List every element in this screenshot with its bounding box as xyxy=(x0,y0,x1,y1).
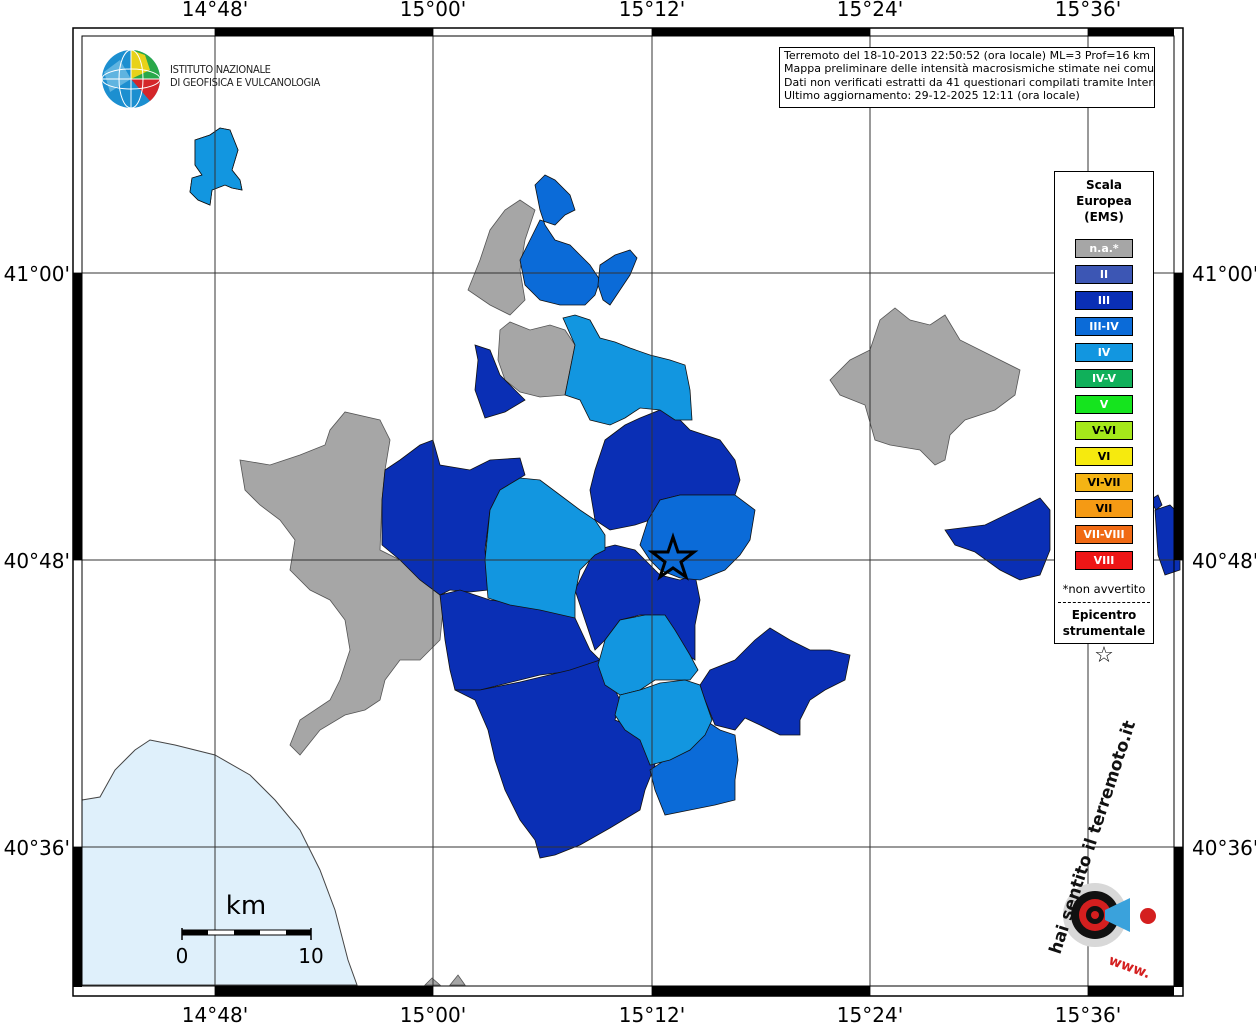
event-info-line4: Ultimo aggiornamento: 29-12-2025 12:11 (… xyxy=(784,89,1080,103)
lon-label-bottom-4: 15°24' xyxy=(837,1003,903,1024)
event-info-line3: Dati non verificati estratti da 41 quest… xyxy=(784,75,1155,89)
legend-separator xyxy=(1058,602,1150,603)
legend-note: *non avvertito xyxy=(1062,582,1146,596)
legend-item: III-IV xyxy=(1075,317,1133,336)
lon-label-top-2: 15°00' xyxy=(400,0,466,21)
epicenter-star-icon xyxy=(647,532,699,581)
legend-title: Scala Europea (EMS) xyxy=(1055,177,1153,225)
event-info-line1: Terremoto del 18-10-2013 22:50:52 (ora l… xyxy=(784,49,1151,62)
lat-label-left-3: 40°36' xyxy=(4,836,70,860)
legend-star-icon: ☆ xyxy=(1094,643,1114,668)
legend-item: IV-V xyxy=(1075,369,1133,388)
legend-items: n.a.* II III III-IV IV IV-V V V-VI VI VI-VII VII VI… xyxy=(1055,239,1153,570)
legend-item: II xyxy=(1075,265,1133,284)
legend-epicenter-label: Epicentro strumentale xyxy=(1055,607,1153,639)
intensity-legend: Scala Europea (EMS) n.a.* II III III-IV IV IV… xyxy=(1054,171,1154,668)
lat-label-left-1: 41°00' xyxy=(4,262,70,286)
lon-label-bottom-2: 15°00' xyxy=(400,1003,466,1024)
legend-title-line2: Europea xyxy=(1076,194,1132,208)
legend-item: VIII xyxy=(1075,551,1133,570)
watermark-www: www. xyxy=(1106,952,1152,982)
lat-label-right-3: 40°36' xyxy=(1192,836,1256,860)
lon-label-top-3: 15°12' xyxy=(619,0,685,21)
ingv-logo-line1: ISTITUTO NAZIONALE xyxy=(170,63,271,76)
legend-item: V-VI xyxy=(1075,421,1133,440)
event-info-box: Terremoto del 18-10-2013 22:50:52 (ora l… xyxy=(779,47,1155,108)
legend-title-line1: Scala xyxy=(1085,178,1123,192)
legend-item: n.a.* xyxy=(1075,239,1133,258)
map-frame xyxy=(72,27,1184,997)
lon-label-top-4: 15°24' xyxy=(837,0,903,21)
municipalities-na xyxy=(239,199,1021,986)
municipalities-iv xyxy=(189,127,713,766)
scale-bar-unit: km xyxy=(226,891,266,921)
lon-label-top-1: 14°48' xyxy=(182,0,248,21)
legend-item: VII-VIII xyxy=(1075,525,1133,544)
scale-bar: km 0 10 xyxy=(176,891,324,968)
lon-label-bottom-3: 15°12' xyxy=(619,1003,685,1024)
ingv-logo-line2: DI GEOFISICA E VULCANOLOGIA xyxy=(170,76,320,89)
legend-item: IV xyxy=(1075,343,1133,362)
legend-epicenter-line1: Epicentro xyxy=(1071,608,1137,622)
longitude-labels-bottom: 14°48' 15°00' 15°12' 15°24' 15°36' xyxy=(182,1003,1121,1024)
lat-label-right-2: 40°48' xyxy=(1192,549,1256,573)
municipalities-iii xyxy=(381,344,1181,859)
haisentito-logo-icon: hai sentito il terremoto.it www. xyxy=(1046,718,1156,982)
lat-label-left-2: 40°48' xyxy=(4,549,70,573)
legend-epicenter-line2: strumentale xyxy=(1062,624,1146,638)
latitude-labels-right: 41°00' 40°48' 40°36' xyxy=(1192,262,1256,860)
ingv-logo-text: ISTITUTO NAZIONALE DI GEOFISICA E VULCAN… xyxy=(170,63,320,89)
sea-area xyxy=(81,739,358,986)
lat-label-right-1: 41°00' xyxy=(1192,262,1256,286)
longitude-labels-top: 14°48' 15°00' 15°12' 15°24' 15°36' xyxy=(182,0,1121,21)
legend-title-line3: (EMS) xyxy=(1084,210,1124,224)
legend-item: VI xyxy=(1075,447,1133,466)
lon-label-bottom-1: 14°48' xyxy=(182,1003,248,1024)
legend-item: V xyxy=(1075,395,1133,414)
legend-item: VI-VII xyxy=(1075,473,1133,492)
event-info-line2: Mappa preliminare delle intensità macros… xyxy=(784,62,1155,76)
legend-item: VII xyxy=(1075,499,1133,518)
legend-item: III xyxy=(1075,291,1133,310)
scale-bar-start: 0 xyxy=(176,944,189,968)
lon-label-top-5: 15°36' xyxy=(1055,0,1121,21)
lon-label-bottom-5: 15°36' xyxy=(1055,1003,1121,1024)
latitude-labels-left: 41°00' 40°48' 40°36' xyxy=(4,262,70,860)
scale-bar-end: 10 xyxy=(298,944,323,968)
ingv-logo-icon xyxy=(101,49,161,109)
